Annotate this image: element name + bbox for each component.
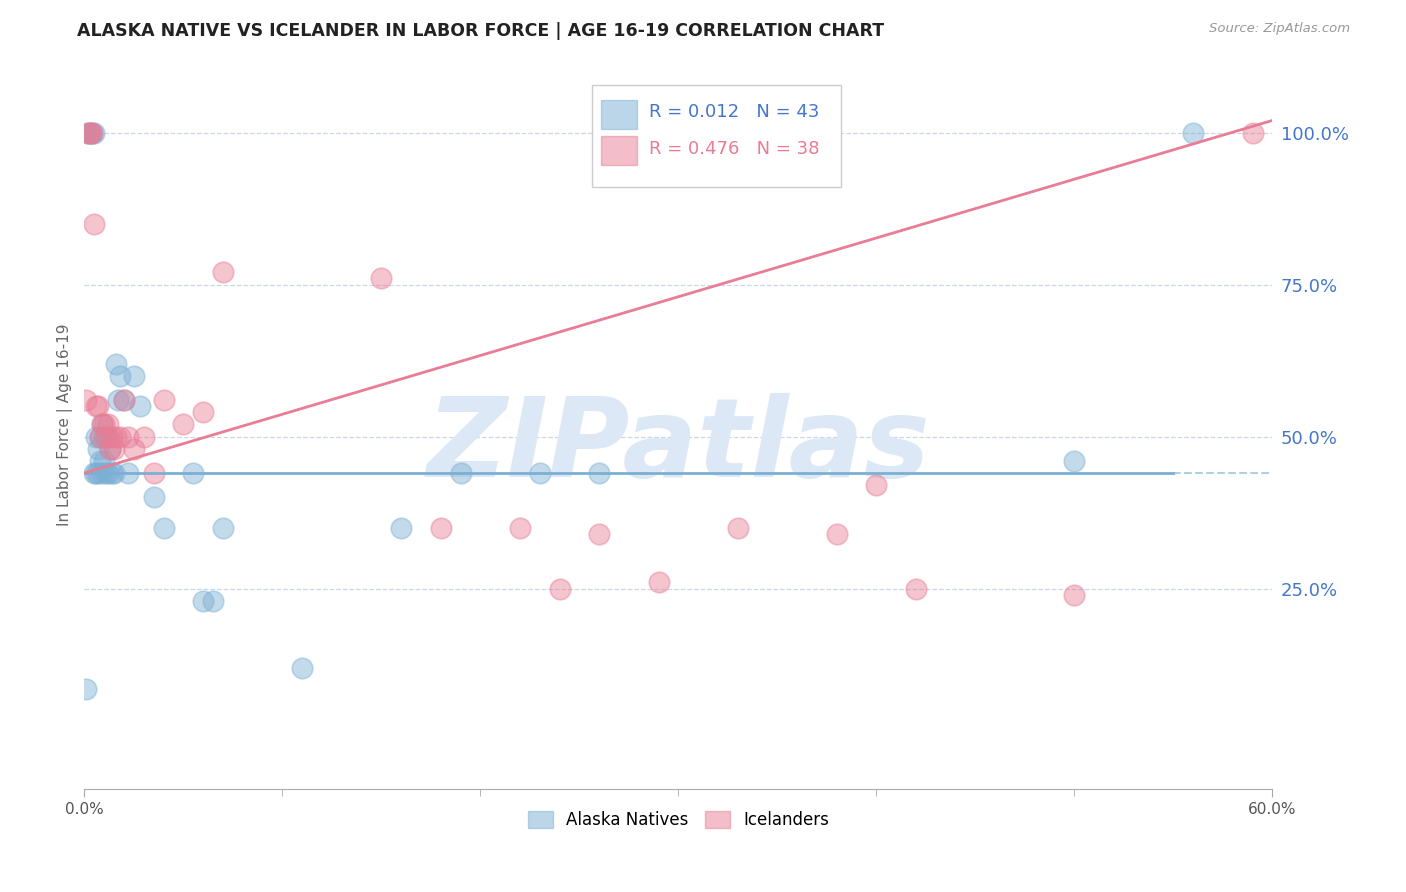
Point: [97, 417, 120, 432]
Point: [77, 126, 100, 140]
Legend: Alaska Natives, Icelanders: Alaska Natives, Icelanders: [522, 804, 835, 836]
Point: [79, 126, 101, 140]
Point: [101, 466, 124, 480]
Text: R = 0.012   N = 43: R = 0.012 N = 43: [648, 103, 820, 121]
Point: [104, 429, 127, 443]
FancyBboxPatch shape: [602, 100, 637, 129]
Point: [212, 521, 235, 535]
Point: [83, 126, 105, 140]
Point: [91, 417, 114, 432]
Point: [212, 265, 235, 279]
Point: [91, 466, 114, 480]
Point: [152, 521, 174, 535]
Point: [84, 466, 107, 480]
Point: [77, 126, 100, 140]
Text: ALASKA NATIVE VS ICELANDER IN LABOR FORCE | AGE 16-19 CORRELATION CHART: ALASKA NATIVE VS ICELANDER IN LABOR FORC…: [77, 22, 884, 40]
FancyBboxPatch shape: [602, 136, 637, 165]
Point: [104, 357, 127, 371]
Point: [389, 521, 412, 535]
Point: [89, 429, 111, 443]
Point: [93, 429, 115, 443]
Point: [647, 575, 669, 590]
Point: [89, 454, 111, 468]
Point: [588, 466, 610, 480]
Point: [83, 466, 105, 480]
Text: R = 0.476   N = 38: R = 0.476 N = 38: [648, 140, 820, 158]
Point: [181, 466, 204, 480]
Point: [1182, 126, 1205, 140]
Point: [191, 593, 214, 607]
Point: [87, 399, 110, 413]
Point: [1063, 588, 1085, 602]
Point: [108, 429, 131, 443]
FancyBboxPatch shape: [592, 85, 841, 187]
Point: [1241, 126, 1264, 140]
Point: [429, 521, 451, 535]
Point: [83, 217, 105, 231]
Point: [101, 429, 124, 443]
Point: [91, 417, 114, 432]
Point: [97, 429, 120, 443]
Point: [89, 429, 111, 443]
Text: ZIPatlas: ZIPatlas: [426, 392, 931, 500]
Point: [82, 126, 104, 140]
Point: [727, 521, 749, 535]
Point: [84, 429, 107, 443]
Point: [128, 399, 150, 413]
Point: [75, 681, 97, 696]
Point: [87, 442, 110, 456]
Point: [107, 393, 129, 408]
Point: [588, 526, 610, 541]
Point: [202, 593, 225, 607]
Point: [75, 393, 97, 408]
Point: [142, 466, 165, 480]
Point: [529, 466, 551, 480]
Point: [1063, 454, 1085, 468]
Point: [93, 454, 115, 468]
Point: [103, 466, 125, 480]
Point: [905, 582, 928, 596]
Point: [122, 442, 145, 456]
Point: [79, 126, 101, 140]
Point: [82, 126, 104, 140]
Point: [97, 466, 120, 480]
Point: [132, 429, 155, 443]
Point: [152, 393, 174, 408]
Point: [94, 429, 117, 443]
Point: [117, 429, 139, 443]
Point: [825, 526, 848, 541]
Point: [84, 399, 107, 413]
Point: [450, 466, 472, 480]
Point: [548, 582, 571, 596]
Point: [142, 491, 165, 505]
Point: [98, 442, 121, 456]
Y-axis label: In Labor Force | Age 16-19: In Labor Force | Age 16-19: [58, 323, 73, 525]
Point: [117, 466, 139, 480]
Point: [509, 521, 531, 535]
Point: [94, 466, 117, 480]
Text: Source: ZipAtlas.com: Source: ZipAtlas.com: [1209, 22, 1350, 36]
Point: [112, 393, 135, 408]
Point: [191, 405, 214, 419]
Point: [291, 660, 314, 674]
Point: [87, 466, 110, 480]
Point: [98, 442, 121, 456]
Point: [865, 478, 887, 492]
Point: [370, 271, 392, 285]
Point: [122, 368, 145, 383]
Point: [94, 429, 117, 443]
Point: [108, 368, 131, 383]
Point: [93, 417, 115, 432]
Point: [112, 393, 135, 408]
Point: [172, 417, 194, 432]
Point: [103, 442, 125, 456]
